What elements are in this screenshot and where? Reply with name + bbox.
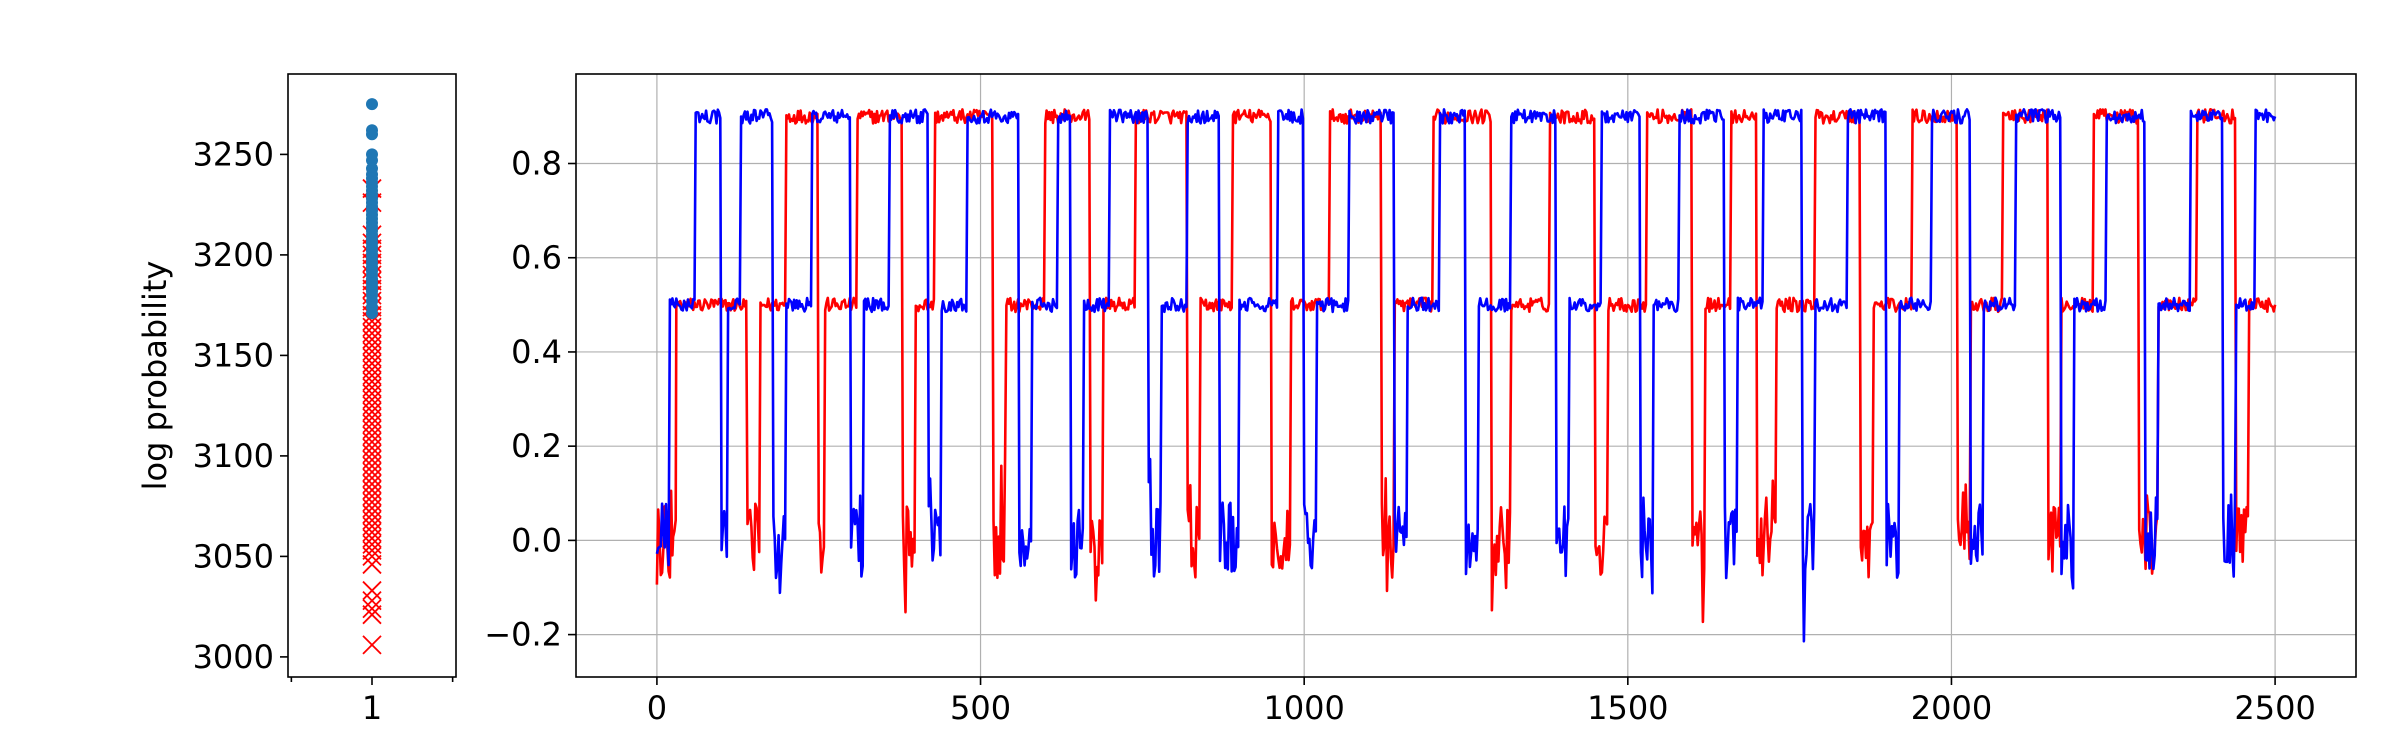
scatter-dot-point	[366, 98, 378, 111]
x-tick-label: 0	[647, 689, 667, 727]
axes-frame	[287, 73, 457, 678]
y-tick-label: 3100	[193, 437, 274, 475]
x-tick-label: 500	[950, 689, 1011, 727]
y-tick-label: 0.6	[511, 239, 562, 277]
y-tick-label: 0.2	[511, 427, 562, 465]
cross-stroke	[362, 635, 382, 655]
axes-frame	[575, 73, 2357, 678]
scatter-cross-point	[362, 605, 382, 625]
scatter-cross-point	[362, 580, 382, 601]
y-tick-label: 3150	[193, 336, 274, 374]
x-tick-label: 1	[362, 689, 382, 727]
blue-trace-line	[655, 108, 2277, 643]
cross-stroke	[362, 590, 382, 611]
cross-stroke	[362, 540, 382, 561]
log-probability-scatter-panel: 3000 3050 3100 3150 3200 3250 1 log probability	[136, 73, 457, 727]
y-tick-label: 3050	[193, 537, 274, 575]
y-tick-label: −0.2	[484, 616, 562, 654]
scatter-cross-point	[362, 546, 382, 567]
cross-stroke	[362, 554, 382, 575]
scatter-dot-point	[366, 128, 378, 141]
scatter-cross-point	[362, 554, 382, 575]
y-axis-label: log probability	[136, 261, 174, 491]
y-tick-label: 3000	[193, 638, 274, 676]
scatter-cross-point	[362, 540, 382, 561]
cross-stroke	[362, 546, 382, 567]
x-tick-label: 2000	[1911, 689, 1992, 727]
x-tick-label: 2500	[2234, 689, 2315, 727]
x-tick-label: 1500	[1587, 689, 1668, 727]
trace-line-panel: 0 500 1000 1500 2000 2500 −0.2 0.0 0.2 0.4 0.6 0.8	[484, 73, 2357, 727]
y-tick-label: 3250	[193, 135, 274, 173]
y-tick-label: 3200	[193, 236, 274, 274]
y-tick-label: 0.8	[511, 145, 562, 183]
cross-stroke	[362, 580, 382, 601]
cross-stroke	[362, 605, 382, 625]
cross-stroke	[362, 599, 382, 619]
y-tick-label: 0.0	[511, 521, 562, 559]
scatter-cross-point	[362, 599, 382, 619]
scatter-dot-point	[366, 307, 378, 320]
scatter-cross-point	[362, 590, 382, 611]
scatter-cross-point	[362, 635, 382, 655]
x-tick-label: 1000	[1263, 689, 1344, 727]
y-tick-label: 0.4	[511, 333, 562, 371]
